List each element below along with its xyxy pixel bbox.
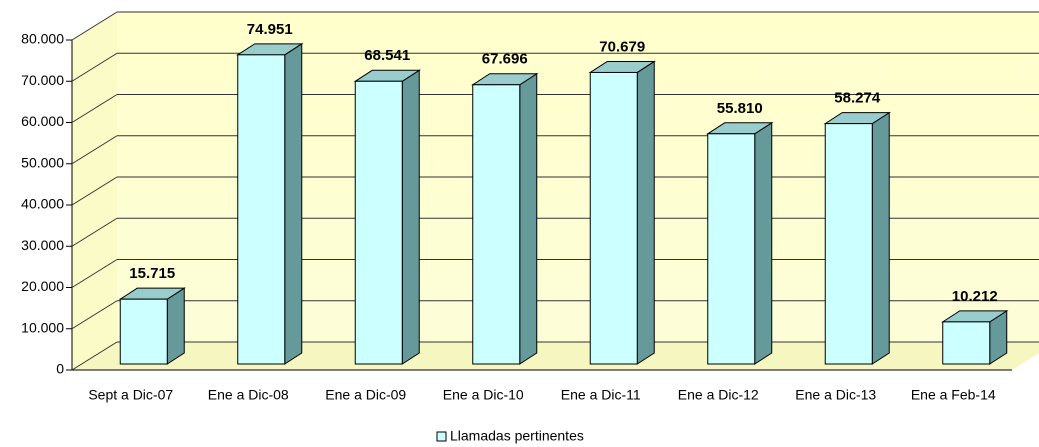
y-tick-label: 50.000 (21, 154, 64, 170)
y-tick-label: 60.000 (21, 113, 64, 129)
grid-line (71, 52, 118, 82)
bar (707, 133, 756, 365)
grid-line (71, 259, 118, 288)
bar-side (636, 60, 655, 365)
y-tick-label: 80.000 (21, 31, 64, 47)
bar (472, 84, 521, 365)
grid-line (71, 341, 118, 371)
value-label: 55.810 (717, 100, 763, 117)
grid-line (71, 217, 118, 247)
x-tick-label: Ene a Dic-13 (795, 387, 876, 403)
grid-line (71, 94, 118, 123)
grid-line (71, 135, 118, 165)
x-tick-label: Ene a Dic-11 (561, 387, 641, 403)
x-tick-label: Ene a Feb-14 (911, 387, 996, 403)
y-tick-label: 40.000 (21, 196, 64, 212)
value-label: 68.541 (364, 47, 410, 64)
y-tick-label: 10.000 (21, 319, 64, 335)
value-label: 10.212 (952, 288, 998, 305)
bar-side (401, 69, 420, 365)
x-tick-label: Sept a Dic-07 (88, 387, 173, 403)
value-label: 67.696 (482, 51, 528, 68)
bar-side (871, 111, 890, 365)
x-tick-label: Ene a Dic-09 (325, 387, 406, 403)
y-tick-label: 30.000 (21, 237, 64, 253)
floor (72, 342, 1039, 370)
bar (589, 71, 638, 365)
y-tick-label: 0 (56, 361, 64, 377)
y-tick-label: 70.000 (21, 72, 64, 88)
legend-swatch (436, 431, 447, 442)
grid-line (71, 176, 118, 206)
grid-line (71, 300, 118, 330)
value-label: 70.679 (599, 38, 645, 55)
bar-side (519, 72, 538, 365)
x-tick-label: Ene a Dic-08 (208, 387, 289, 403)
value-label: 15.715 (129, 265, 175, 282)
bar-side (284, 42, 303, 365)
y-tick-label: 20.000 (21, 278, 64, 294)
bar (824, 123, 873, 365)
bar (237, 54, 286, 365)
bar (942, 321, 991, 365)
value-label: 74.951 (247, 21, 293, 38)
x-tick-label: Ene a Dic-12 (678, 387, 759, 403)
bar (354, 80, 403, 365)
legend-label: Llamadas pertinentes (450, 428, 584, 444)
bar (119, 298, 168, 365)
grid-line (71, 11, 118, 41)
value-label: 58.274 (834, 90, 881, 107)
bar-side (754, 121, 773, 365)
bar-side (166, 287, 185, 365)
x-tick-label: Ene a Dic-10 (443, 387, 524, 403)
